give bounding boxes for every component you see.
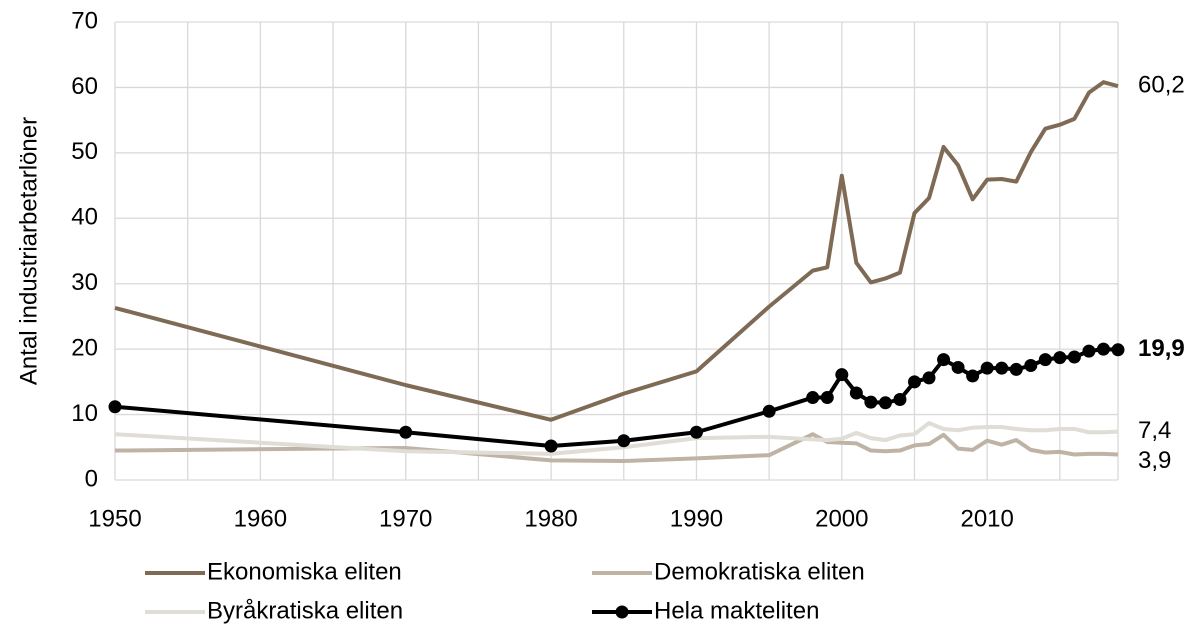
- data-point: [1024, 359, 1038, 372]
- x-tick-label: 1990: [670, 505, 723, 532]
- y-tick-label: 0: [85, 465, 98, 492]
- data-point: [864, 395, 878, 409]
- x-tick-label: 2000: [815, 505, 868, 532]
- data-point: [1053, 351, 1067, 365]
- x-tick-label: 1950: [88, 505, 141, 532]
- data-point: [995, 361, 1009, 375]
- data-point: [849, 386, 863, 400]
- data-point: [820, 391, 834, 405]
- x-tick-label: 1980: [524, 505, 577, 532]
- legend-label: Hela makteliten: [654, 597, 819, 624]
- series-line: [114, 421, 1119, 456]
- data-point: [835, 368, 849, 382]
- y-tick-label: 70: [71, 7, 98, 34]
- series-line: [114, 432, 1119, 464]
- x-tick-label: 2010: [960, 505, 1013, 532]
- series-line: [114, 347, 1119, 448]
- y-tick-label: 50: [71, 138, 98, 165]
- legend-label: Byråkratiska eliten: [207, 597, 403, 624]
- data-point: [544, 439, 558, 453]
- data-point: [951, 360, 965, 374]
- data-point: [1096, 342, 1110, 356]
- y-tick-label: 10: [71, 400, 98, 427]
- data-point: [108, 400, 122, 414]
- y-tick-label: 40: [71, 204, 98, 231]
- data-point: [689, 425, 703, 439]
- y-tick-label: 20: [71, 334, 98, 361]
- data-point: [1009, 362, 1023, 376]
- legend-marker: [615, 605, 629, 619]
- data-point: [762, 404, 776, 418]
- y-tick-label: 60: [71, 73, 98, 100]
- x-tick-label: 1960: [234, 505, 287, 532]
- data-point: [980, 361, 994, 375]
- legend-label: Demokratiska eliten: [654, 558, 865, 585]
- data-point: [1067, 350, 1081, 364]
- data-point: [806, 391, 820, 405]
- x-tick-label: 1970: [379, 505, 432, 532]
- y-axis-label: Antal industriarbetarlöner: [15, 117, 42, 385]
- data-point: [399, 425, 413, 439]
- legend-label: Ekonomiska eliten: [207, 558, 402, 585]
- end-label: 19,9: [1138, 335, 1185, 362]
- data-point: [1038, 353, 1052, 367]
- data-point: [922, 371, 936, 385]
- data-point: [937, 353, 951, 367]
- end-label: 60,2: [1138, 71, 1185, 98]
- series-line: [114, 80, 1119, 422]
- end-label: 7,4: [1138, 417, 1171, 444]
- data-point: [1111, 343, 1125, 357]
- end-label: 3,9: [1138, 447, 1171, 474]
- data-point: [907, 375, 921, 389]
- y-tick-label: 30: [71, 269, 98, 296]
- data-point: [966, 369, 980, 383]
- data-point: [878, 396, 892, 410]
- data-point: [893, 393, 907, 407]
- data-point: [1082, 344, 1096, 358]
- data-point: [617, 434, 631, 448]
